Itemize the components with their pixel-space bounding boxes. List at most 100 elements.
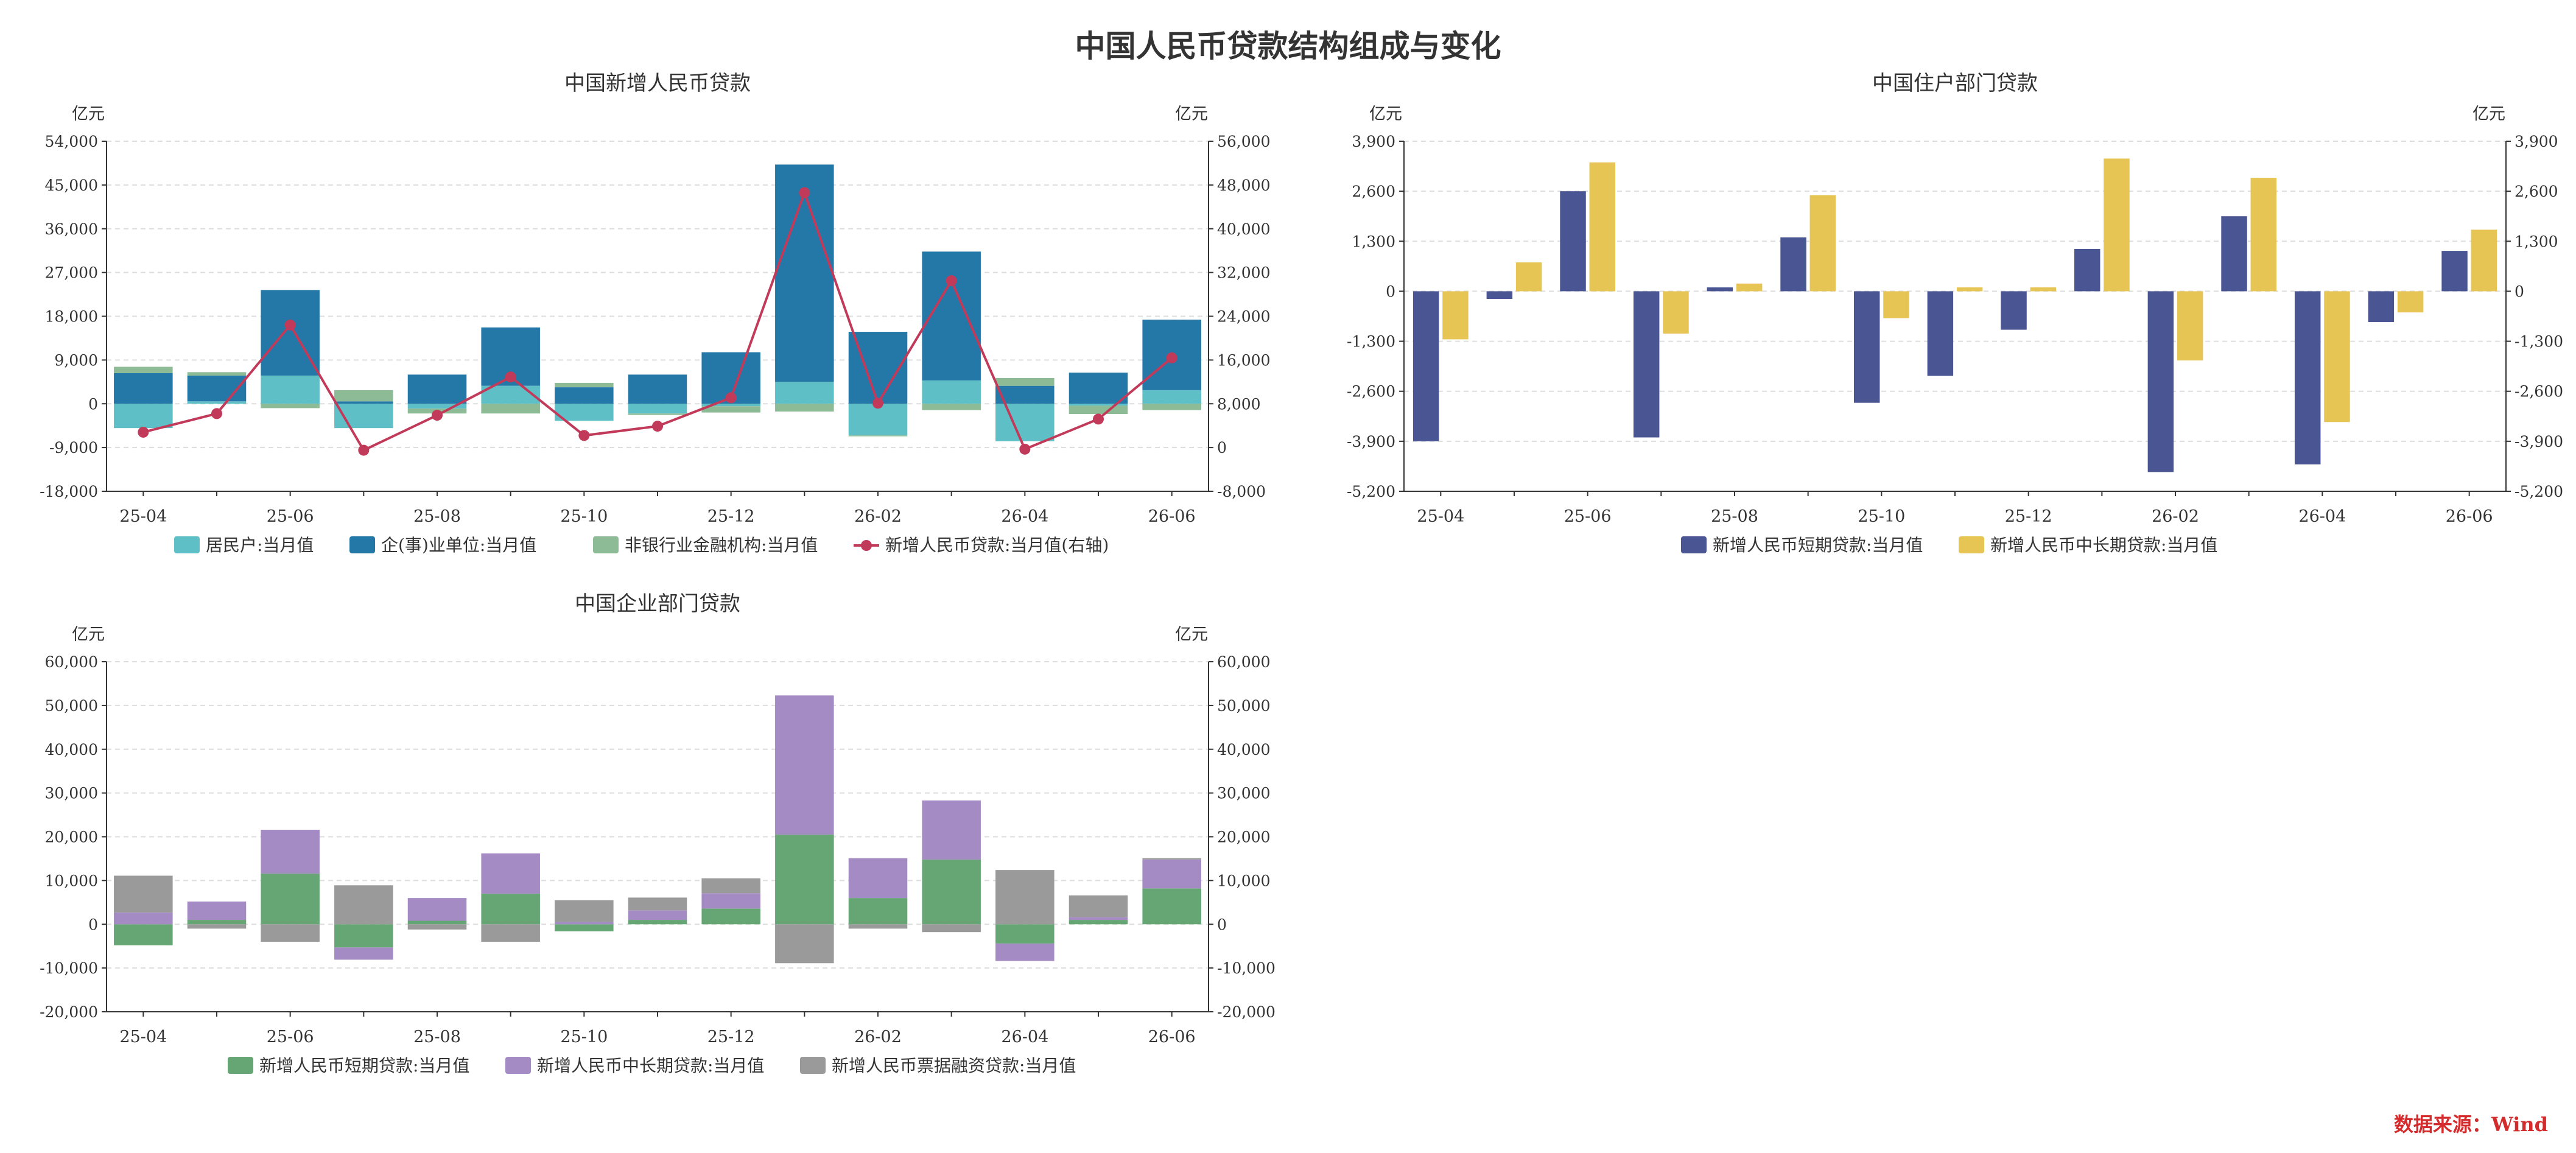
bar-hh_short [2368, 291, 2395, 322]
bar-hh_short [2221, 216, 2247, 292]
line-point [505, 371, 516, 383]
y2-tick-label: 8,000 [1217, 395, 1261, 413]
x-tick-label: 25-04 [1417, 507, 1464, 526]
bar-enterprise [995, 385, 1055, 404]
bar-corp_long [848, 858, 908, 899]
y2-tick-label: 1,300 [2515, 233, 2558, 250]
bar-nonbank [1069, 405, 1128, 415]
x-tick-label: 25-10 [560, 507, 608, 526]
bar-hh_long [2177, 291, 2203, 361]
legend-label: 居民户:当月值 [206, 535, 314, 555]
bar-enterprise [922, 251, 981, 380]
bar-corp_bill [261, 924, 320, 942]
y2-tick-label: 24,000 [1217, 308, 1270, 326]
bar-corp_short [1069, 920, 1128, 925]
line-point [432, 410, 443, 421]
bar-corp_bill [1142, 858, 1201, 860]
x-tick-label: 25-12 [2005, 507, 2052, 526]
y-tick-label: 45,000 [45, 177, 98, 194]
page-title: 中国人民币贷款结构组成与变化 [1075, 28, 1501, 64]
bar-corp_bill [555, 900, 614, 922]
bar-resident [701, 404, 760, 407]
x-tick-label: 26-04 [1001, 507, 1048, 526]
legend-swatch [505, 1057, 531, 1074]
y-tick-label: -1,300 [1347, 333, 1395, 351]
bar-enterprise [261, 290, 320, 376]
y2-tick-label: 50,000 [1217, 697, 1270, 715]
legend-swatch [349, 536, 375, 553]
y-tick-label: 18,000 [45, 308, 98, 326]
bar-resident [628, 404, 687, 414]
bar-enterprise [775, 164, 834, 382]
y2-tick-label: -5,200 [2515, 483, 2563, 500]
bar-corp_short [775, 834, 834, 925]
bar-hh_short [1853, 291, 1880, 403]
y-tick-label: -18,000 [40, 483, 98, 500]
bar-enterprise [407, 374, 467, 404]
bar-hh_long [1663, 291, 1689, 334]
y-tick-label: -3,900 [1347, 433, 1395, 450]
bar-corp_long [1142, 859, 1201, 889]
y2-tick-label: -8,000 [1217, 483, 1266, 500]
y-tick-label: 60,000 [45, 653, 98, 671]
bar-nonbank [775, 404, 834, 412]
bar-hh_long [1515, 262, 1542, 292]
x-tick-label: 25-12 [707, 507, 755, 526]
bar-corp_short [334, 924, 393, 948]
y2-tick-label: 48,000 [1217, 177, 1270, 194]
y2-tick-label: 60,000 [1217, 653, 1270, 671]
line-point [799, 187, 810, 198]
bar-corp_long [407, 898, 467, 921]
line-point [578, 430, 590, 441]
x-tick-label: 25-06 [267, 1028, 314, 1046]
bar-hh_short [1707, 287, 1733, 292]
y-axis-unit-left: 亿元 [1369, 105, 1402, 124]
line-point [872, 398, 883, 409]
y2-tick-label: 32,000 [1217, 264, 1270, 282]
bar-hh_long [2471, 230, 2497, 292]
bar-nonbank [848, 435, 908, 436]
bar-nonbank [922, 404, 981, 410]
line-point [946, 275, 957, 287]
bar-corp_short [922, 859, 981, 925]
bar-corp_short [555, 924, 614, 931]
x-tick-label: 26-06 [1148, 1028, 1196, 1046]
legend-label: 非银行业金融机构:当月值 [625, 535, 818, 555]
y-tick-label: 54,000 [45, 133, 98, 150]
x-tick-label: 26-02 [854, 1028, 902, 1046]
bar-nonbank [114, 366, 173, 373]
bar-corp_short [701, 908, 760, 925]
legend-swatch [228, 1057, 253, 1074]
legend-swatch [1681, 536, 1707, 553]
y-axis-unit-left: 亿元 [72, 625, 105, 644]
bar-corp_bill [407, 924, 467, 930]
x-tick-label: 25-12 [707, 1028, 755, 1046]
bar-enterprise [114, 373, 173, 404]
y2-tick-label: 40,000 [1217, 741, 1270, 759]
bar-corp_short [1142, 888, 1201, 925]
bar-nonbank [261, 404, 320, 408]
bar-corp_bill [334, 885, 393, 925]
bar-enterprise [334, 401, 393, 404]
x-tick-label: 25-10 [560, 1028, 608, 1046]
bar-corp_bill [995, 870, 1055, 925]
bar-hh_short [1486, 291, 1513, 300]
y2-tick-label: 2,600 [2515, 183, 2558, 200]
bar-corp_short [261, 873, 320, 925]
bar-corp_short [995, 924, 1055, 944]
bar-corp_long [628, 910, 687, 920]
bar-nonbank [1142, 404, 1201, 410]
bar-resident [481, 385, 540, 404]
line-point [1093, 413, 1104, 425]
bar-corp_bill [775, 924, 834, 964]
bar-corp_bill [701, 878, 760, 894]
legend-swatch [1959, 536, 1984, 553]
bar-corp_long [187, 901, 247, 920]
legend-label: 新增人民币票据融资贷款:当月值 [832, 1056, 1076, 1076]
line-point [1019, 443, 1031, 455]
y2-tick-label: -1,300 [2515, 333, 2563, 351]
bar-hh_short [1413, 291, 1439, 441]
y2-tick-label: -10,000 [1217, 959, 1276, 977]
x-tick-label: 26-02 [2152, 507, 2199, 526]
